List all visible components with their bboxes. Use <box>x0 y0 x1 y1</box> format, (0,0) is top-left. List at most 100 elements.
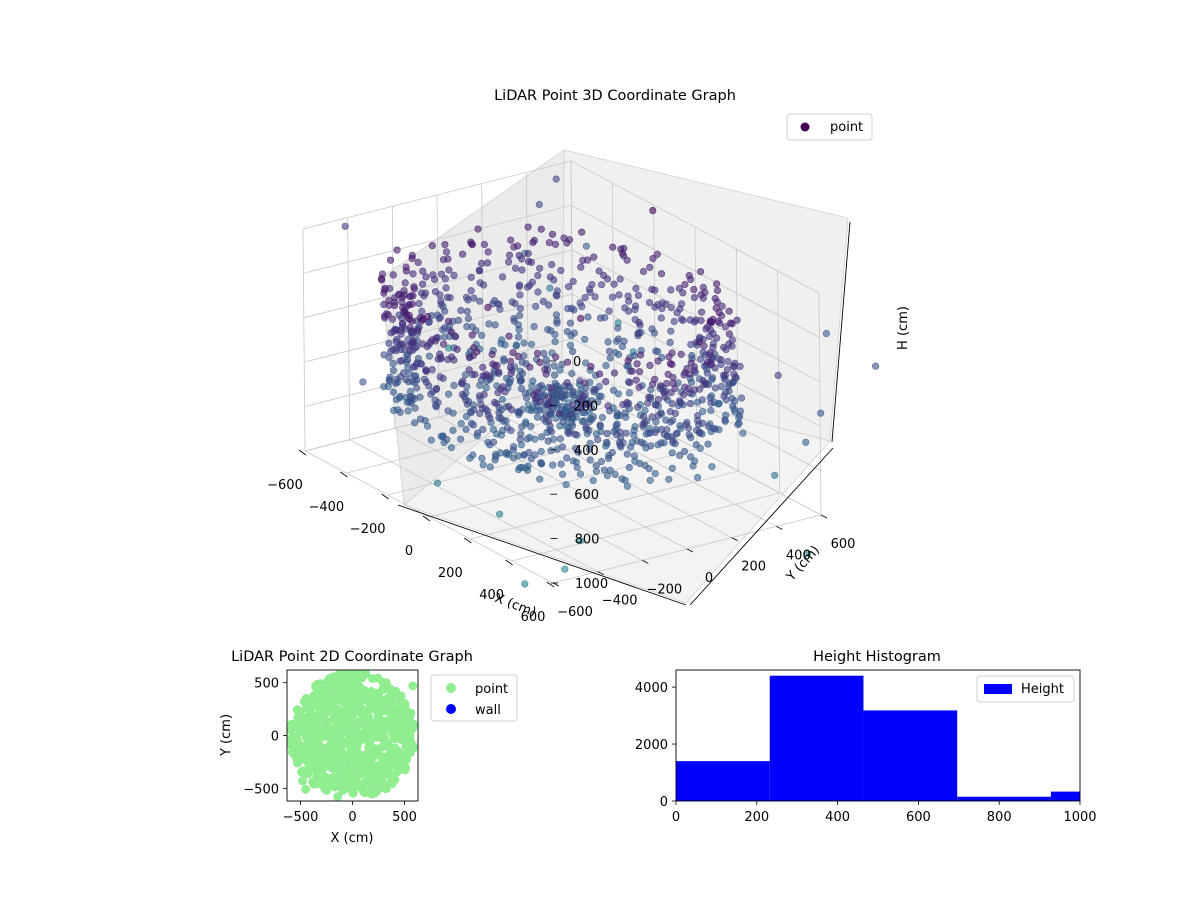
point-3d <box>618 475 626 483</box>
point-3d <box>580 417 588 425</box>
point-3d <box>462 425 470 433</box>
legend-label-wall-2d: wall <box>475 703 501 718</box>
point-2d <box>390 744 400 754</box>
point-3d <box>441 333 449 341</box>
point-2d <box>319 759 329 769</box>
point-3d <box>671 409 680 418</box>
point-3d <box>467 409 475 417</box>
point-3d <box>699 294 707 302</box>
point-3d <box>468 331 476 339</box>
point-3d <box>648 285 656 293</box>
point-3d <box>436 373 444 381</box>
point-3d <box>613 409 621 417</box>
point-2d <box>378 678 388 687</box>
point-3d <box>729 402 737 410</box>
point-3d <box>569 457 577 465</box>
point-3d <box>617 245 625 253</box>
point-3d <box>401 291 409 299</box>
point-3d <box>635 383 643 391</box>
point-3d <box>380 383 388 391</box>
point-3d <box>657 270 666 278</box>
point-3d <box>700 342 708 350</box>
point-3d <box>622 413 630 421</box>
point-2d <box>364 712 374 722</box>
point-2d <box>344 777 354 786</box>
point-2d <box>303 703 313 712</box>
point-2d <box>376 751 386 761</box>
point-3d <box>552 291 560 299</box>
point-3d <box>703 369 712 377</box>
point-3d <box>612 421 620 430</box>
point-3d <box>431 276 439 284</box>
point-3d <box>559 418 567 426</box>
point-2d <box>401 755 411 765</box>
point-3d <box>389 388 398 396</box>
point-3d <box>698 408 707 416</box>
point-3d <box>660 389 668 397</box>
point-3d <box>595 267 603 275</box>
point-3d <box>597 458 606 466</box>
point-3d <box>635 318 643 327</box>
point-2d <box>288 736 298 746</box>
y-tick-label-histogram: 4000 <box>635 681 668 696</box>
point-3d <box>392 396 401 404</box>
point-2d <box>337 780 347 790</box>
y-tick-label-3d: −600 <box>557 605 593 620</box>
point-3d <box>555 409 563 417</box>
point-3d <box>527 422 535 430</box>
grid-line <box>735 248 739 472</box>
y-tick-label-histogram: 0 <box>660 795 668 810</box>
point-3d <box>546 284 554 292</box>
point-3d <box>485 320 493 328</box>
point-3d <box>537 381 546 390</box>
point-3d <box>524 223 532 231</box>
point-3d <box>669 436 677 444</box>
point-3d <box>610 280 618 288</box>
point-3d <box>408 251 416 259</box>
point-3d <box>458 390 467 399</box>
point-3d <box>544 393 553 402</box>
point-3d <box>596 421 604 429</box>
point-3d <box>520 451 528 459</box>
point-3d <box>524 249 532 258</box>
point-3d <box>731 359 739 368</box>
point-3d <box>491 321 499 329</box>
point-3d <box>548 230 557 238</box>
point-3d <box>648 325 656 333</box>
x-axis-label-3d: X (cm) <box>492 591 538 620</box>
point-3d <box>589 477 597 485</box>
point-3d <box>470 294 478 302</box>
point-3d <box>685 272 693 280</box>
point-3d <box>666 418 675 426</box>
point-3d <box>409 292 417 300</box>
point-3d <box>513 242 522 250</box>
point-2d <box>408 719 418 729</box>
point-2d <box>352 685 362 694</box>
point-3d <box>735 419 743 427</box>
point-3d <box>503 449 511 457</box>
point-3d <box>461 371 469 379</box>
point-2d <box>323 722 333 732</box>
grid-line <box>394 427 643 561</box>
point-3d <box>667 304 675 312</box>
point-3d <box>604 338 612 346</box>
point-3d <box>581 335 589 343</box>
point-3d <box>736 407 745 415</box>
point-3d <box>552 353 560 361</box>
point-3d <box>407 397 415 405</box>
point-3d <box>565 429 573 438</box>
point-3d <box>516 304 525 313</box>
point-3d <box>717 356 725 364</box>
point-2d <box>292 705 302 715</box>
point-3d <box>557 460 565 468</box>
point-3d <box>518 423 526 431</box>
point-3d <box>582 359 590 367</box>
point-3d <box>615 291 623 299</box>
point-3d <box>402 376 410 384</box>
point-3d <box>721 416 729 424</box>
point-3d <box>529 238 537 247</box>
y-tick-label-2d: 500 <box>254 677 279 692</box>
point-3d <box>709 424 718 433</box>
point-3d <box>615 350 623 359</box>
point-3d <box>731 373 740 381</box>
